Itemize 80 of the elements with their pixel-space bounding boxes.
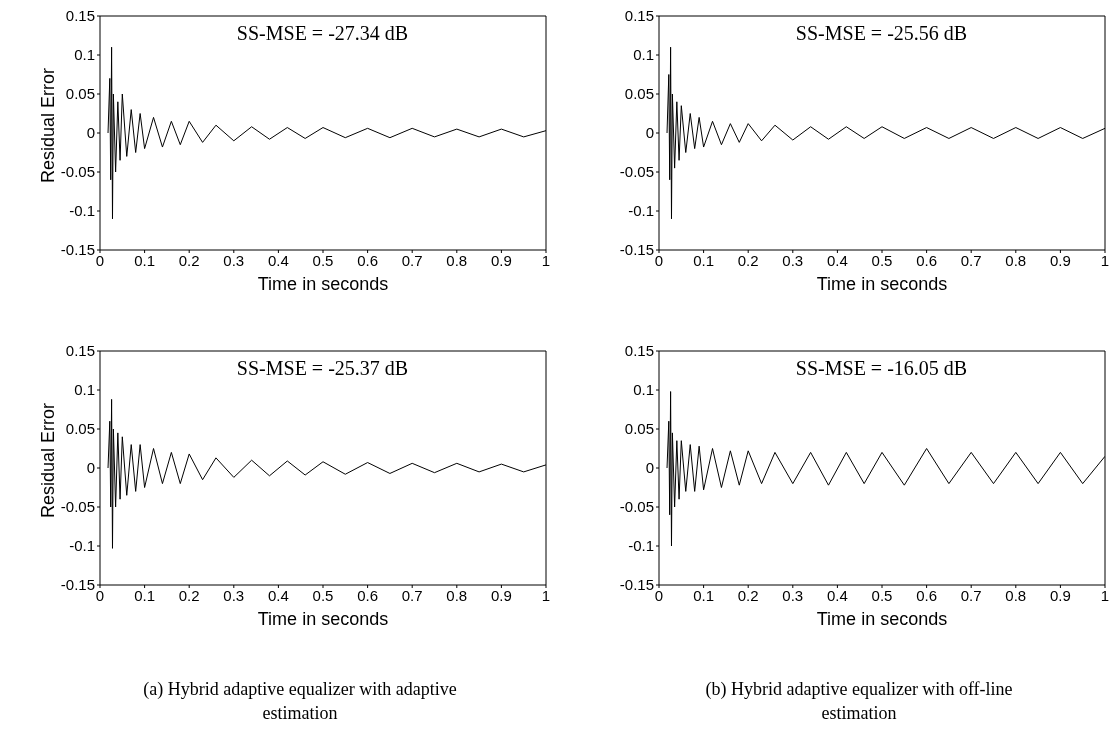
text: (a) Hybrid adaptive equalizer with adaptive estimation xyxy=(142,678,458,725)
y-axis-title: Residual Error xyxy=(38,67,59,183)
y-tick-label: 0.1 xyxy=(633,381,654,399)
x-tick-label: 0.6 xyxy=(916,586,938,604)
annotation: SS-MSE = -25.37 dB xyxy=(236,357,409,379)
x-tick-label: 0.6 xyxy=(916,251,938,269)
y-tick-label: -0.05 xyxy=(60,163,95,181)
y-tick-label: 0.1 xyxy=(74,381,95,399)
x-tick-label: 0.1 xyxy=(693,586,715,604)
x-tick-label: 0.6 xyxy=(357,586,379,604)
y-tick-label: 0 xyxy=(86,124,95,142)
x-tick-label: 0.4 xyxy=(826,251,848,269)
annotation: SS-MSE = -25.56 dB xyxy=(795,22,968,44)
y-tick-label: 0.05 xyxy=(624,85,654,103)
x-tick-label: 0.1 xyxy=(134,586,156,604)
x-tick-label: 0.9 xyxy=(490,251,512,269)
x-tick-label: 1 xyxy=(1100,586,1110,604)
y-tick-label: 0.1 xyxy=(74,46,95,64)
x-tick-label: 0.2 xyxy=(737,251,759,269)
x-tick-label: 0.3 xyxy=(782,251,804,269)
x-tick-label: 0.1 xyxy=(693,251,715,269)
x-tick-label: 0.7 xyxy=(401,251,423,269)
x-tick-label: 0.3 xyxy=(223,251,245,269)
x-axis-title: Time in seconds xyxy=(816,609,948,629)
y-tick-label: 0.15 xyxy=(624,342,654,360)
x-tick-label: 0.3 xyxy=(223,586,245,604)
x-tick-label: 0.2 xyxy=(178,251,200,269)
y-tick-label: -0.1 xyxy=(628,537,654,555)
x-axis-title: Time in seconds xyxy=(816,274,948,294)
x-tick-label: 1 xyxy=(1100,251,1110,269)
x-tick-label: 0.9 xyxy=(490,586,512,604)
annotation: SS-MSE = -27.34 dB xyxy=(236,22,409,44)
x-tick-label: 0.5 xyxy=(312,586,334,604)
y-tick-label: -0.05 xyxy=(619,498,654,516)
x-tick-label: 0.1 xyxy=(134,251,156,269)
x-tick-label: 0.8 xyxy=(446,586,468,604)
x-axis-title: Time in seconds xyxy=(257,609,389,629)
y-tick-label: 0 xyxy=(645,459,654,477)
x-tick-label: 0.5 xyxy=(871,586,893,604)
y-tick-label: 0.15 xyxy=(65,7,95,25)
y-tick-label: 0.05 xyxy=(65,85,95,103)
x-tick-label: 0.2 xyxy=(737,586,759,604)
x-tick-label: 0.7 xyxy=(960,586,982,604)
x-tick-label: 0.6 xyxy=(357,251,379,269)
x-tick-label: 0.4 xyxy=(267,586,289,604)
x-tick-label: 0.7 xyxy=(960,251,982,269)
y-tick-label: 0.15 xyxy=(65,342,95,360)
text: (b) Hybrid adaptive equalizer with off-line estimation xyxy=(704,678,1014,725)
annotation: SS-MSE = -16.05 dB xyxy=(795,357,968,379)
y-tick-label: -0.1 xyxy=(69,202,95,220)
y-tick-label: -0.05 xyxy=(619,163,654,181)
y-tick-label: 0 xyxy=(645,124,654,142)
x-tick-label: 0.8 xyxy=(1005,586,1027,604)
y-axis-title: Residual Error xyxy=(38,402,59,518)
x-axis-title: Time in seconds xyxy=(257,274,389,294)
x-tick-label: 0.5 xyxy=(871,251,893,269)
x-tick-label: 1 xyxy=(541,251,551,269)
x-tick-label: 0.3 xyxy=(782,586,804,604)
y-tick-label: -0.15 xyxy=(60,576,95,594)
x-tick-label: 0.9 xyxy=(1049,251,1071,269)
x-tick-label: 1 xyxy=(541,586,551,604)
x-tick-label: 0.7 xyxy=(401,586,423,604)
y-tick-label: -0.1 xyxy=(69,537,95,555)
x-tick-label: 0.9 xyxy=(1049,586,1071,604)
x-tick-label: 0.4 xyxy=(826,586,848,604)
x-tick-label: 0.8 xyxy=(1005,251,1027,269)
y-tick-label: 0 xyxy=(86,459,95,477)
x-tick-label: 0.5 xyxy=(312,251,334,269)
y-tick-label: -0.15 xyxy=(60,241,95,259)
y-tick-label: 0.15 xyxy=(624,7,654,25)
y-tick-label: 0.05 xyxy=(65,420,95,438)
x-tick-label: 0.4 xyxy=(267,251,289,269)
y-tick-label: 0.05 xyxy=(624,420,654,438)
y-tick-label: -0.15 xyxy=(619,576,654,594)
y-tick-label: 0.1 xyxy=(633,46,654,64)
y-tick-label: -0.1 xyxy=(628,202,654,220)
y-tick-label: -0.15 xyxy=(619,241,654,259)
x-tick-label: 0.2 xyxy=(178,586,200,604)
y-tick-label: -0.05 xyxy=(60,498,95,516)
x-tick-label: 0.8 xyxy=(446,251,468,269)
